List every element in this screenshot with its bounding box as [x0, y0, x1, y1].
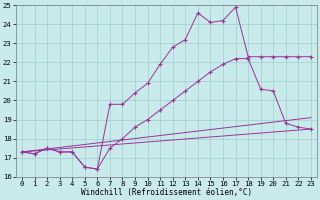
X-axis label: Windchill (Refroidissement éolien,°C): Windchill (Refroidissement éolien,°C): [81, 188, 252, 197]
